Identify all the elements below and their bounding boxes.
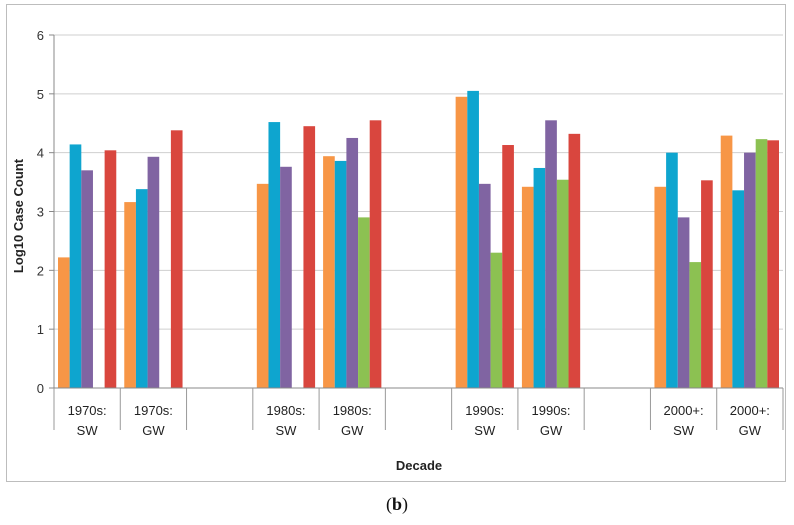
x-tick-label: 1970s: — [68, 403, 107, 418]
y-tick-label: 6 — [37, 28, 44, 43]
x-tick-label: GW — [341, 423, 364, 438]
x-tick-label: 1990s: — [532, 403, 571, 418]
bar — [490, 252, 503, 388]
caption-open-paren: ( — [385, 494, 392, 514]
y-tick-label: 1 — [37, 322, 44, 337]
bar — [334, 160, 347, 388]
y-tick-label: 4 — [37, 146, 44, 161]
bar — [767, 140, 779, 388]
bar — [104, 150, 117, 388]
y-axis-title: Log10 Case Count — [11, 158, 26, 273]
axes — [49, 34, 784, 430]
bar — [268, 122, 281, 388]
bar — [556, 179, 569, 388]
bar — [478, 183, 491, 388]
bar — [323, 156, 335, 388]
bar — [467, 90, 479, 389]
bar — [124, 202, 136, 388]
bar — [521, 186, 534, 388]
caption-close-paren: ) — [402, 494, 408, 514]
bar — [545, 120, 557, 388]
bar — [135, 189, 148, 388]
bar — [732, 190, 745, 388]
bar — [256, 183, 269, 388]
bar — [455, 96, 468, 389]
y-tick-label: 0 — [37, 381, 44, 396]
bar — [358, 217, 370, 388]
bar — [280, 166, 292, 388]
chart-frame: 0 1 2 3 4 5 6 1970s: SW 1970s: GW 1980s: SW 1980s: GW 1… — [6, 4, 786, 482]
bar — [147, 156, 160, 388]
x-tick-label: 1990s: — [465, 403, 504, 418]
bar — [533, 167, 546, 388]
figure-caption: (b) — [0, 494, 794, 515]
bar — [369, 120, 382, 388]
bar — [689, 262, 702, 388]
y-tick-label: 5 — [37, 87, 44, 102]
caption-letter: b — [391, 494, 402, 514]
x-tick-label: 2000+: — [664, 403, 704, 418]
bar — [654, 186, 667, 388]
bar — [744, 152, 756, 388]
bar — [720, 135, 733, 388]
x-tick-label: SW — [275, 423, 297, 438]
x-tick-label: SW — [673, 423, 695, 438]
bar — [81, 170, 93, 388]
bar — [701, 180, 713, 388]
bar — [170, 130, 183, 388]
axis-labels: 0 1 2 3 4 5 6 1970s: SW 1970s: GW 1980s: SW 1980s: GW 1… — [37, 28, 770, 438]
bar — [677, 217, 690, 388]
x-axis-title: Decade — [396, 458, 442, 473]
x-tick-label: 1970s: — [134, 403, 173, 418]
x-tick-label: SW — [77, 423, 99, 438]
bar — [346, 137, 359, 388]
x-tick-label: 2000+: — [730, 403, 770, 418]
x-tick-label: 1980s: — [333, 403, 372, 418]
bar — [755, 139, 768, 388]
x-tick-label: 1980s: — [266, 403, 305, 418]
bar-chart: 0 1 2 3 4 5 6 1970s: SW 1970s: GW 1980s: SW 1980s: GW 1… — [11, 28, 784, 473]
x-tick-label: GW — [540, 423, 563, 438]
x-tick-label: GW — [142, 423, 165, 438]
bar — [58, 257, 70, 388]
y-tick-label: 2 — [37, 263, 44, 278]
bar — [69, 144, 82, 388]
bar — [568, 133, 581, 388]
x-tick-label: GW — [739, 423, 762, 438]
bars — [58, 90, 779, 389]
y-tick-label: 3 — [37, 205, 44, 220]
bar — [666, 152, 678, 388]
bar — [303, 126, 316, 389]
x-tick-label: SW — [474, 423, 496, 438]
bar — [502, 145, 514, 388]
